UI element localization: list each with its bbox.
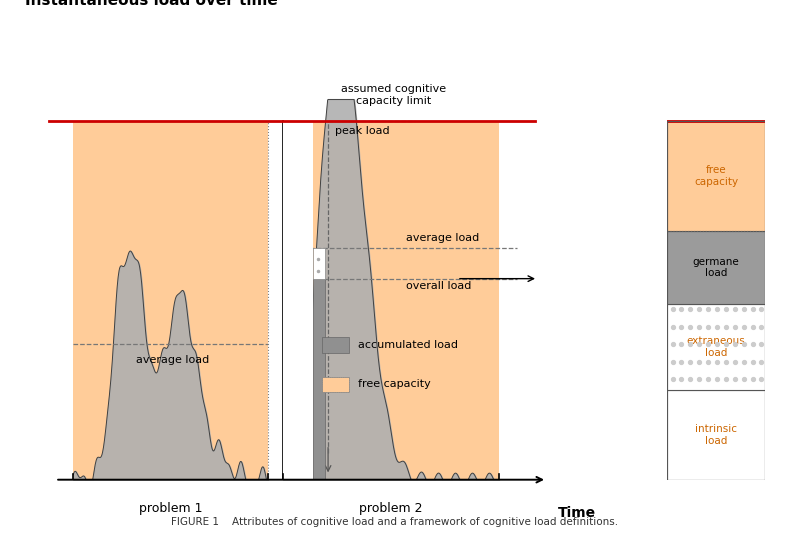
Bar <box>322 337 349 353</box>
Text: average load: average load <box>406 233 479 243</box>
Text: problem 2: problem 2 <box>359 502 423 514</box>
Text: assumed cognitive
capacity limit: assumed cognitive capacity limit <box>342 84 447 106</box>
Bar <box>283 122 313 480</box>
Bar <box>313 248 325 279</box>
Bar <box>667 231 765 304</box>
Bar <box>73 122 268 480</box>
Text: intrinsic
load: intrinsic load <box>695 424 737 446</box>
Text: Time: Time <box>558 506 596 520</box>
Text: peak load: peak load <box>335 126 390 136</box>
Text: overall load: overall load <box>406 281 471 291</box>
Bar <box>268 43 283 480</box>
Text: average load: average load <box>136 355 209 365</box>
Bar <box>667 122 765 480</box>
Bar <box>283 122 313 480</box>
Text: germane
load: germane load <box>693 256 739 278</box>
Text: accumulated load: accumulated load <box>358 340 458 350</box>
Bar <box>667 304 765 390</box>
Text: Instantaneous load over time: Instantaneous load over time <box>25 0 278 7</box>
Bar <box>667 122 765 231</box>
Text: extraneous
load: extraneous load <box>686 336 746 358</box>
Text: problem 1: problem 1 <box>139 502 203 514</box>
Bar <box>313 279 325 480</box>
Bar <box>667 390 765 480</box>
Bar <box>322 376 349 392</box>
Text: FIGURE 1    Attributes of cognitive load and a framework of cognitive load defin: FIGURE 1 Attributes of cognitive load an… <box>171 517 618 527</box>
Bar <box>283 122 499 480</box>
Text: free capacity: free capacity <box>358 379 431 390</box>
Text: free
capacity: free capacity <box>694 165 738 187</box>
Bar <box>322 376 349 392</box>
